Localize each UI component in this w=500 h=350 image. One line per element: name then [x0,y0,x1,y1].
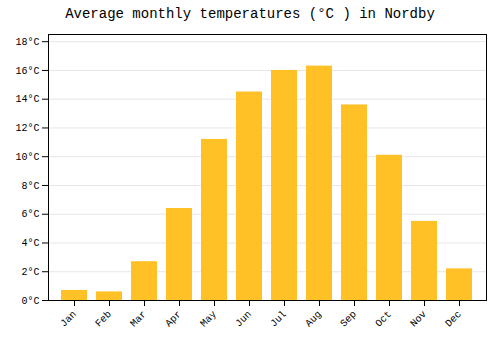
svg-text:4°C: 4°C [21,238,39,249]
svg-text:8°C: 8°C [21,181,39,192]
svg-text:Aug: Aug [303,309,324,330]
svg-text:May: May [198,309,219,330]
html-text:Average monthly temperatures (: Average monthly temperatures (°C ) in No… [65,6,435,22]
svg-text:0°C: 0°C [21,296,39,307]
svg-text:6°C: 6°C [21,209,39,220]
svg-text:16°C: 16°C [15,66,39,77]
svg-text:14°C: 14°C [15,94,39,105]
svg-text:10°C: 10°C [15,152,39,163]
svg-text:Jul: Jul [268,309,289,330]
svg-text:Feb: Feb [93,309,114,330]
svg-text:Sep: Sep [338,309,359,330]
svg-text:Mar: Mar [128,309,149,330]
svg-text:Nov: Nov [408,309,429,330]
svg-text:Jan: Jan [58,309,79,330]
svg-text:2°C: 2°C [21,267,39,278]
svg-text:Oct: Oct [373,309,394,330]
svg-text:Jun: Jun [233,309,254,330]
svg-text:Apr: Apr [163,309,184,330]
svg-text:Dec: Dec [443,309,464,330]
svg-text:12°C: 12°C [15,123,39,134]
svg-text:18°C: 18°C [15,37,39,48]
